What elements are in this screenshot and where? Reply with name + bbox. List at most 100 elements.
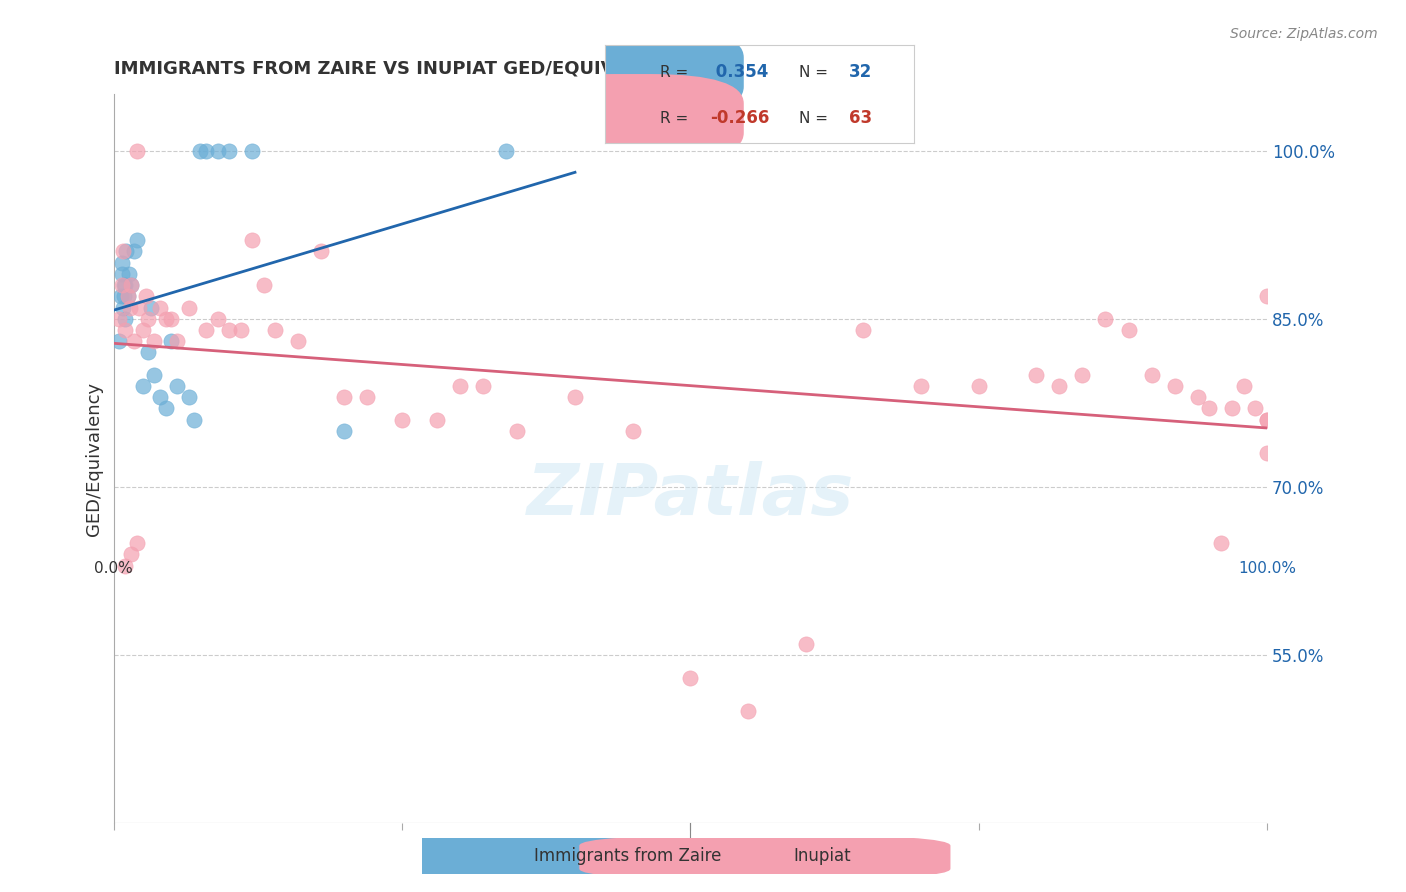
Text: 0.0%: 0.0% [94, 561, 134, 576]
Point [110, 289, 132, 303]
Point [495, 144, 517, 158]
Point [143, 334, 166, 348]
Point [111, 278, 134, 293]
Text: N =: N = [800, 64, 834, 79]
Point [506, 424, 529, 438]
Point [131, 379, 153, 393]
Point [108, 311, 131, 326]
Point [118, 267, 141, 281]
Text: N =: N = [800, 111, 834, 126]
Point [1233, 379, 1256, 393]
Y-axis label: GED/Equivalency: GED/Equivalency [86, 382, 103, 536]
Point [135, 289, 157, 303]
Text: Inupiat: Inupiat [793, 847, 851, 865]
Point [136, 345, 159, 359]
Point [114, 278, 136, 293]
Point [1140, 368, 1163, 382]
Point [114, 311, 136, 326]
Point [1118, 323, 1140, 337]
Point [117, 289, 139, 303]
Point [1071, 368, 1094, 382]
Point [967, 379, 990, 393]
Point [117, 289, 139, 303]
Point [111, 267, 134, 281]
Point [426, 413, 449, 427]
Point [1209, 536, 1232, 550]
Point [1094, 311, 1116, 326]
Point [112, 278, 135, 293]
Point [794, 637, 817, 651]
Point [471, 379, 494, 393]
Point [136, 311, 159, 326]
Point [1256, 413, 1278, 427]
Point [737, 704, 759, 718]
Text: ZIPatlas: ZIPatlas [527, 461, 853, 530]
Point [1163, 379, 1185, 393]
Point [120, 278, 142, 293]
Point [194, 323, 217, 337]
Text: 0.354: 0.354 [710, 63, 768, 81]
Point [333, 390, 356, 404]
Point [177, 390, 200, 404]
Point [287, 334, 309, 348]
Point [149, 301, 172, 315]
Point [114, 558, 136, 573]
Point [120, 547, 142, 561]
Point [333, 424, 356, 438]
Point [1256, 446, 1278, 460]
Point [125, 233, 148, 247]
Point [229, 323, 252, 337]
Text: R =: R = [661, 64, 693, 79]
Point [910, 379, 932, 393]
Point [155, 311, 177, 326]
Point [118, 301, 141, 315]
Point [111, 244, 134, 259]
Point [449, 379, 471, 393]
Point [108, 334, 131, 348]
Point [160, 334, 183, 348]
Point [1187, 390, 1209, 404]
Point [1244, 401, 1267, 416]
Point [621, 424, 644, 438]
FancyBboxPatch shape [522, 74, 744, 162]
Point [240, 233, 263, 247]
Text: R =: R = [661, 111, 693, 126]
Text: IMMIGRANTS FROM ZAIRE VS INUPIAT GED/EQUIVALENCY CORRELATION CHART: IMMIGRANTS FROM ZAIRE VS INUPIAT GED/EQU… [114, 60, 914, 78]
Point [139, 301, 162, 315]
FancyBboxPatch shape [321, 835, 692, 880]
Point [155, 401, 177, 416]
Text: Immigrants from Zaire: Immigrants from Zaire [534, 847, 721, 865]
Text: -0.266: -0.266 [710, 109, 769, 128]
Point [131, 323, 153, 337]
Point [1025, 368, 1047, 382]
Point [128, 301, 150, 315]
Point [183, 413, 205, 427]
Point [356, 390, 378, 404]
Point [207, 144, 229, 158]
Point [852, 323, 875, 337]
Point [207, 311, 229, 326]
Point [111, 301, 134, 315]
Point [114, 323, 136, 337]
Point [166, 379, 188, 393]
Point [188, 144, 211, 158]
Point [1047, 379, 1070, 393]
Point [1256, 289, 1278, 303]
Point [1256, 413, 1278, 427]
Point [160, 311, 183, 326]
Point [564, 390, 586, 404]
Point [218, 323, 240, 337]
Point [1198, 401, 1220, 416]
Text: Source: ZipAtlas.com: Source: ZipAtlas.com [1230, 27, 1378, 41]
Point [194, 144, 217, 158]
Point [112, 289, 135, 303]
Text: 63: 63 [849, 109, 872, 128]
Point [125, 536, 148, 550]
Point [125, 144, 148, 158]
Point [311, 244, 333, 259]
Point [679, 671, 702, 685]
Point [111, 255, 134, 269]
Point [166, 334, 188, 348]
Text: 100.0%: 100.0% [1237, 561, 1296, 576]
Point [218, 144, 240, 158]
